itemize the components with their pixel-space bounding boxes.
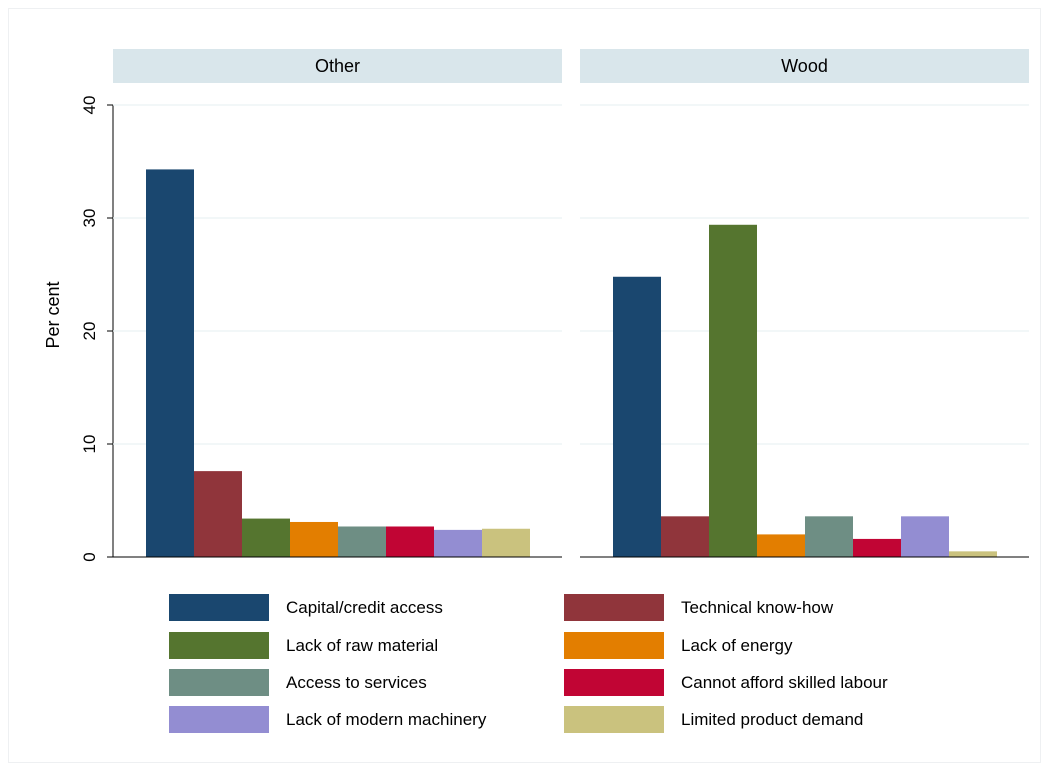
legend-label: Lack of energy	[681, 636, 793, 655]
bar-wood-4	[805, 516, 853, 557]
y-tick-label: 30	[80, 209, 99, 228]
legend-swatch	[169, 594, 269, 621]
y-tick-label: 10	[80, 435, 99, 454]
bar-other-7	[482, 528, 530, 557]
legend-swatch	[169, 632, 269, 659]
bar-wood-1	[661, 516, 709, 557]
legend-label: Capital/credit access	[286, 598, 443, 617]
bar-wood-0	[613, 276, 661, 557]
bar-other-0	[146, 169, 194, 557]
legend-swatch	[564, 669, 664, 696]
bar-wood-7	[949, 551, 997, 557]
legend-label: Access to services	[286, 673, 427, 692]
bar-other-2	[242, 518, 290, 557]
legend-label: Cannot afford skilled labour	[681, 673, 888, 692]
bar-wood-6	[901, 516, 949, 557]
legend-label: Lack of raw material	[286, 636, 438, 655]
panel-title: Wood	[781, 56, 828, 76]
y-axis-label: Per cent	[43, 281, 63, 348]
bar-wood-5	[853, 538, 901, 557]
bar-wood-2	[709, 224, 757, 557]
legend-swatch	[564, 706, 664, 733]
y-tick-label: 40	[80, 96, 99, 115]
legend-swatch	[564, 632, 664, 659]
bar-other-5	[386, 526, 434, 557]
bar-other-1	[194, 471, 242, 557]
legend-swatch	[169, 706, 269, 733]
panel-header-other	[113, 49, 562, 83]
bar-other-4	[338, 526, 386, 557]
bar-wood-3	[757, 534, 805, 557]
bar-other-3	[290, 521, 338, 557]
bar-chart: Per cent 0 10 20 30 40 Other Wood Capital/credi…	[43, 49, 1029, 733]
legend-label: Technical know-how	[681, 598, 834, 617]
panel-header-wood	[580, 49, 1029, 83]
bar-other-6	[434, 529, 482, 557]
legend-label: Limited product demand	[681, 710, 863, 729]
legend-swatch	[169, 669, 269, 696]
legend-label: Lack of modern machinery	[286, 710, 487, 729]
y-tick-label: 20	[80, 322, 99, 341]
y-tick-label: 0	[80, 552, 99, 561]
legend-swatch	[564, 594, 664, 621]
chart-frame: Per cent 0 10 20 30 40 Other Wood Capital/credi…	[8, 8, 1041, 763]
panel-title: Other	[315, 56, 360, 76]
